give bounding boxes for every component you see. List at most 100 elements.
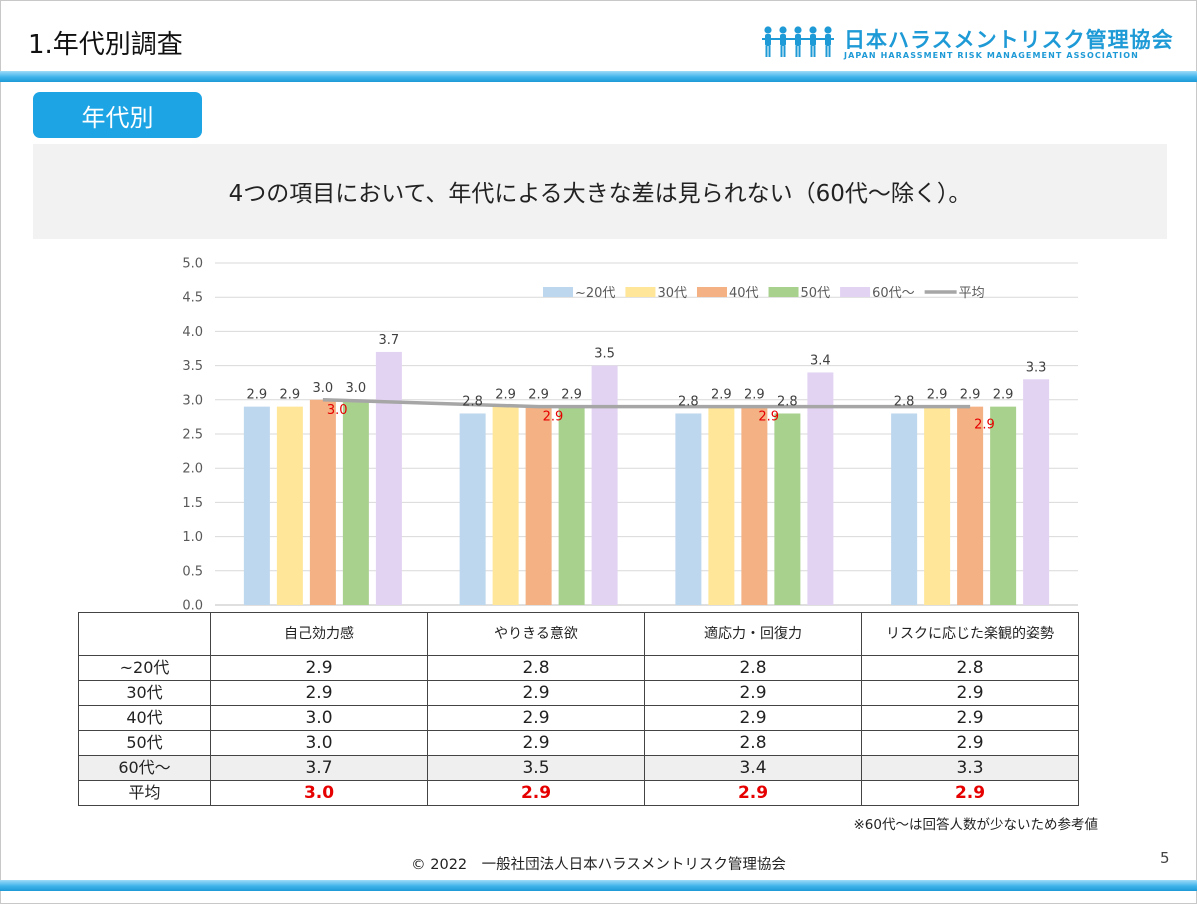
table-cell: 3.7: [210, 755, 428, 781]
bar: [741, 406, 768, 605]
legend-swatch: [543, 287, 573, 297]
table-cell: 2.9: [210, 655, 428, 681]
footer-band: [0, 880, 1197, 891]
table-cell: 2.9: [427, 730, 645, 756]
average-line: [322, 398, 971, 409]
table-cell: 3.0: [210, 705, 428, 731]
bar-data-label: 3.7: [379, 333, 400, 348]
y-tick-label: 0.0: [182, 599, 203, 613]
bar: [276, 406, 303, 605]
data-table: 自己効力感 やりきる意欲 適応力・回復力 リスクに応じた楽観的姿勢 ~20代 2…: [78, 612, 1079, 806]
y-tick-label: 5.0: [182, 257, 203, 272]
table-header-cell: 自己効力感: [210, 612, 428, 656]
bar: [591, 365, 618, 605]
y-tick-label: 3.5: [182, 359, 203, 374]
row-label: 平均: [78, 780, 211, 806]
table-row: 40代 3.0 2.9 2.9 2.9: [78, 705, 1079, 731]
bar: [774, 413, 801, 605]
legend-label: ~20代: [575, 286, 615, 301]
table-cell: 2.9: [427, 680, 645, 706]
copyright: © 2022 一般社団法人日本ハラスメントリスク管理協会: [411, 857, 786, 873]
y-tick-label: 2.5: [182, 428, 203, 443]
table-corner-cell: [78, 612, 211, 656]
headline: 4つの項目において、年代による大きな差は見られない（60代～除く）。: [228, 181, 972, 207]
bar-data-label: 2.8: [777, 394, 798, 409]
bar: [309, 399, 336, 605]
bar-data-label: 2.9: [744, 388, 765, 403]
table-cell: 2.9: [644, 705, 862, 731]
legend-swatch: [840, 287, 871, 297]
table-row: 30代 2.9 2.9 2.9 2.9: [78, 680, 1079, 706]
bar: [558, 406, 585, 605]
average-data-label: 2.9: [543, 410, 564, 425]
y-tick-label: 1.5: [182, 496, 203, 511]
bar-data-label: 2.9: [247, 388, 268, 403]
bar-data-label: 2.9: [711, 388, 732, 403]
bar: [675, 413, 702, 605]
logo: 日本ハラスメントリスク管理協会 JAPAN HARASSMENT RISK MA…: [762, 22, 1174, 64]
bar: [492, 406, 519, 605]
bar: [375, 351, 402, 605]
y-tick-label: 1.0: [182, 530, 203, 545]
bar-data-label: 2.9: [528, 388, 549, 403]
table-cell: 2.9: [861, 730, 1079, 756]
bar: [990, 406, 1017, 605]
y-tick-label: 3.0: [182, 393, 203, 408]
bar-chart: 0.00.51.01.52.02.53.03.54.04.55.02.9 2.8 2…: [182, 257, 1078, 613]
legend-label: 40代: [729, 286, 759, 301]
legend-swatch: [696, 287, 727, 297]
bar-data-label: 2.9: [927, 388, 948, 403]
table-cell: 2.8: [644, 730, 862, 756]
row-label: 30代: [78, 680, 211, 706]
average-data-label: 3.0: [327, 403, 348, 418]
y-tick-label: 0.5: [182, 564, 203, 579]
legend-swatch: [625, 287, 656, 297]
table-cell: 2.8: [861, 655, 1079, 681]
people-logo-icon: [762, 26, 834, 57]
table-row: ~20代 2.9 2.8 2.8 2.8: [78, 655, 1079, 681]
bar-data-label: 3.4: [810, 353, 831, 368]
row-label: 50代: [78, 730, 211, 756]
table-cell: 2.9: [861, 680, 1079, 706]
bar-data-label: 2.8: [678, 394, 699, 409]
page-title: 1.年代別調査: [28, 30, 183, 60]
logo-title: 日本ハラスメントリスク管理協会: [844, 28, 1174, 52]
bar: [924, 406, 951, 605]
bar-data-label: 2.9: [561, 388, 582, 403]
average-cell: 3.0: [210, 780, 428, 806]
bar-data-label: 2.9: [960, 388, 981, 403]
table-cell: 2.9: [861, 705, 1079, 731]
bar-data-label: 2.9: [993, 388, 1014, 403]
table-cell: 3.4: [644, 755, 862, 781]
average-data-label: 2.9: [758, 410, 779, 425]
legend-label: 30代: [657, 286, 687, 301]
y-tick-label: 2.0: [182, 462, 203, 477]
legend-label: 60代～: [872, 286, 915, 301]
y-tick-label: 4.5: [182, 291, 203, 306]
table-row: 50代 3.0 2.9 2.8 2.9: [78, 730, 1079, 756]
row-label: 60代～: [78, 755, 211, 781]
bar-data-label: 2.8: [462, 394, 483, 409]
bar: [243, 406, 270, 605]
bar: [807, 372, 834, 605]
bar: [342, 399, 369, 605]
bar-data-label: 2.9: [280, 388, 301, 403]
header-band: [0, 71, 1197, 82]
bar-data-label: 3.0: [346, 381, 367, 396]
average-cell: 2.9: [861, 780, 1079, 806]
bar-data-label: 2.9: [495, 388, 516, 403]
legend-label: 50代: [801, 286, 831, 301]
table-cell: 2.9: [644, 680, 862, 706]
legend-swatch: [768, 287, 799, 297]
bar: [957, 406, 984, 605]
table-cell: 2.8: [427, 655, 645, 681]
table-header-cell: リスクに応じた楽観的姿勢: [861, 612, 1079, 656]
bar: [1023, 379, 1050, 605]
table-row-average: 平均 3.0 2.9 2.9 2.9: [78, 780, 1079, 806]
footnote: ※60代～は回答人数が少ないため参考値: [853, 817, 1099, 833]
table-cell: 2.8: [644, 655, 862, 681]
bar-data-label: 3.3: [1026, 360, 1047, 375]
table-row: 60代～ 3.7 3.5 3.4 3.3: [78, 755, 1079, 781]
bar: [459, 413, 486, 605]
table-header-row: 自己効力感 やりきる意欲 適応力・回復力 リスクに応じた楽観的姿勢: [78, 612, 1079, 656]
